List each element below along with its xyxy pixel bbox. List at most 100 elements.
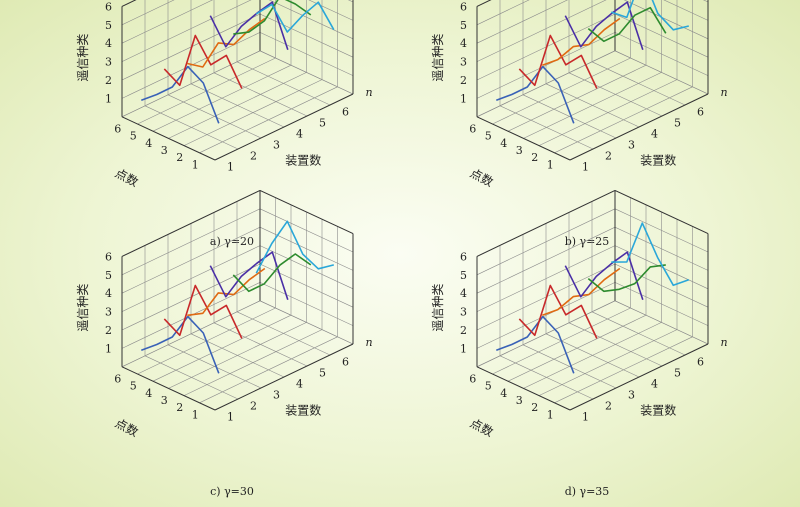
z-axis-label: 遥信种类 [76, 284, 90, 332]
z-axis-label: 遥信种类 [431, 284, 445, 332]
series-line-1 [141, 315, 220, 374]
axes-frame [476, 0, 709, 161]
series-line-2 [518, 284, 598, 339]
y-tick-label: 3 [273, 389, 280, 402]
x-tick-label: 3 [161, 144, 168, 157]
x-axis-line [121, 366, 216, 411]
wall-grid-line [476, 282, 616, 349]
wall-grid-line [259, 226, 354, 271]
z-tick-label: 2 [105, 324, 112, 337]
top-right-edge [614, 189, 709, 235]
z-axis-label: 遥信种类 [76, 34, 90, 82]
x-tick-label: 1 [192, 158, 199, 171]
series-line-6 [255, 220, 334, 274]
x-tick-label: 6 [114, 372, 121, 385]
wall-grid-line [259, 208, 354, 253]
y-tick-label: 4 [651, 378, 658, 391]
y-tick-label: 5 [674, 367, 681, 380]
x-tick-label: 5 [485, 130, 492, 143]
series-line-1 [496, 65, 575, 124]
z-tick-label: 4 [105, 37, 112, 50]
z-tick-label: 1 [460, 92, 467, 105]
y-tick-label: 2 [250, 150, 257, 163]
wall-grid-line [121, 32, 261, 99]
wall-grid-line [476, 0, 530, 26]
series-group [496, 222, 690, 374]
x-axis-label: 点数 [113, 415, 141, 440]
y-tick-label: 3 [273, 139, 280, 152]
x-tick-label: 3 [516, 144, 523, 157]
x-tick-label: 5 [485, 380, 492, 393]
series-line-5 [587, 6, 667, 43]
wall-grid-line [308, 0, 354, 21]
wall-grid-line [614, 263, 709, 308]
series-line-5 [233, 0, 312, 35]
z-tick-label: 6 [460, 250, 467, 263]
wall-grid-line [476, 0, 607, 62]
wall-grid-line [614, 282, 709, 326]
series-line-3 [187, 17, 266, 68]
y-axis-label: 装置数 [640, 403, 676, 418]
wall-grid-line [476, 32, 616, 99]
x-tick-label: 5 [130, 130, 137, 143]
series-line-4 [564, 251, 644, 301]
wall-grid-line [614, 32, 709, 76]
wall-grid-line [259, 245, 354, 290]
floor-grid-line [213, 322, 308, 367]
y-tick-label: 5 [319, 117, 326, 130]
wall-grid-line [121, 0, 252, 62]
z-tick-label: 1 [105, 92, 112, 105]
series-group [141, 0, 335, 124]
floor-grid-line [568, 72, 663, 117]
x-tick-label: 2 [176, 401, 183, 414]
series-line-6 [611, 222, 690, 287]
z-tick-label: 2 [105, 74, 112, 87]
x-tick-label: 3 [516, 394, 523, 407]
wall-grid-line [259, 282, 354, 326]
wall-grid-line [663, 0, 709, 21]
z-tick-label: 4 [105, 287, 112, 300]
y-tick-label: 2 [605, 150, 612, 163]
x-tick-label: 4 [145, 387, 152, 400]
y-tick-label: 6 [697, 106, 704, 119]
floor-grid-line [499, 355, 594, 400]
floor-grid-line [591, 61, 686, 106]
z-axis-label: 遥信种类 [431, 34, 445, 82]
z-tick-label: 2 [460, 74, 467, 87]
axes-frame [476, 189, 709, 411]
y-axis-line [569, 93, 709, 161]
z-tick-label: 4 [460, 37, 467, 50]
y-tick-label: 2 [250, 400, 257, 413]
floor-grid-line [545, 333, 640, 378]
x-tick-label: 5 [130, 380, 137, 393]
z-tick-label: 6 [460, 0, 467, 13]
wall-grid-line [121, 245, 261, 312]
floor-grid-line [591, 311, 686, 356]
y-tick-label: 5 [319, 367, 326, 380]
panel-caption: d) γ=35 [565, 485, 610, 498]
y-tick-label: 6 [342, 106, 349, 119]
n-axis-label: n [720, 336, 727, 349]
x-tick-label: 6 [114, 122, 121, 135]
y-axis-label: 装置数 [285, 153, 321, 168]
gridlines [121, 0, 354, 161]
z-tick-label: 5 [460, 19, 467, 32]
floor-grid-line [144, 105, 239, 150]
y-tick-label: 1 [227, 411, 234, 424]
wall-grid-line [259, 50, 354, 95]
wall-grid-line [121, 208, 261, 276]
series-line-1 [141, 65, 220, 124]
series-group [496, 0, 689, 124]
wall-grid-line [259, 32, 354, 76]
z-tick-label: 1 [105, 342, 112, 355]
y-axis-label: 装置数 [640, 153, 676, 168]
wall-grid-line [121, 300, 261, 368]
x-axis-label: 点数 [468, 415, 496, 440]
x-axis-line [476, 116, 571, 161]
x-tick-label: 1 [547, 158, 554, 171]
z-tick-label: 3 [105, 56, 112, 69]
series-line-1 [496, 315, 575, 374]
floor-grid-line [236, 61, 331, 106]
